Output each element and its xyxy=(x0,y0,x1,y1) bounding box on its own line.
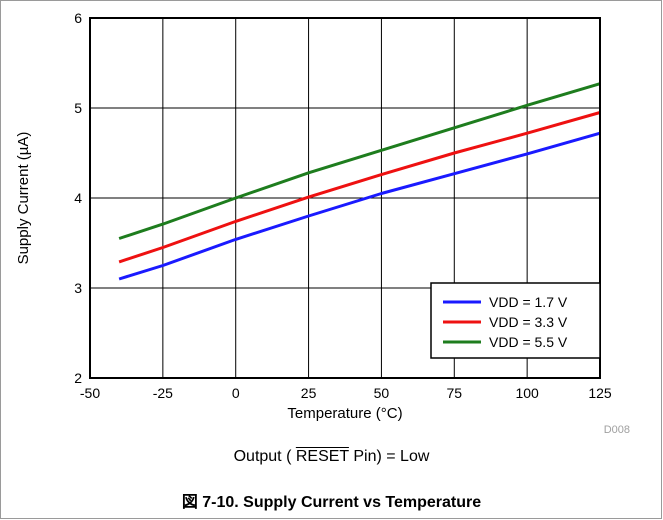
series-line-0 xyxy=(118,131,601,281)
tick-labels: -50 -25 0 25 50 75 100 125 2 3 4 5 6 xyxy=(74,10,612,401)
series-layer xyxy=(118,82,601,281)
plot-border xyxy=(89,17,601,379)
supply-current-chart: -50 -25 0 25 50 75 100 125 2 3 4 5 6 Temperature (°C… xyxy=(15,10,630,436)
caption-prefix: Output ( xyxy=(233,448,296,465)
x-tick-label: 0 xyxy=(232,385,240,401)
x-tick-label: -50 xyxy=(80,385,100,401)
legend-label: VDD = 1.7 V xyxy=(489,294,568,310)
y-tick-label: 4 xyxy=(74,190,82,206)
figure-caption: 図 7-10. Supply Current vs Temperature xyxy=(181,494,482,511)
x-tick-label: 75 xyxy=(446,385,462,401)
x-tick-label: 25 xyxy=(301,385,317,401)
x-axis-label: Temperature (°C) xyxy=(287,405,402,422)
chart-code-label: D008 xyxy=(604,424,630,436)
x-tick-label: 50 xyxy=(374,385,390,401)
legend-label: VDD = 5.5 V xyxy=(489,334,568,350)
y-tick-label: 6 xyxy=(74,10,82,26)
series-line-1 xyxy=(118,111,601,264)
y-axis-label: Supply Current (µA) xyxy=(15,132,32,265)
y-tick-label: 5 xyxy=(74,100,82,116)
caption-reset-overlined: RESET xyxy=(295,448,349,465)
legend: VDD = 1.7 V VDD = 3.3 V VDD = 5.5 V xyxy=(430,282,601,359)
x-tick-label: 125 xyxy=(588,385,612,401)
x-tick-label: 100 xyxy=(515,385,539,401)
legend-label: VDD = 3.3 V xyxy=(489,314,568,330)
output-condition-caption: Output ( RESET Pin) = Low xyxy=(0,448,663,466)
x-tick-label: -25 xyxy=(153,385,173,401)
y-tick-label: 2 xyxy=(74,370,82,386)
caption-suffix: Pin) = Low xyxy=(348,448,430,465)
y-tick-label: 3 xyxy=(74,280,82,296)
series-line-2 xyxy=(118,82,601,240)
